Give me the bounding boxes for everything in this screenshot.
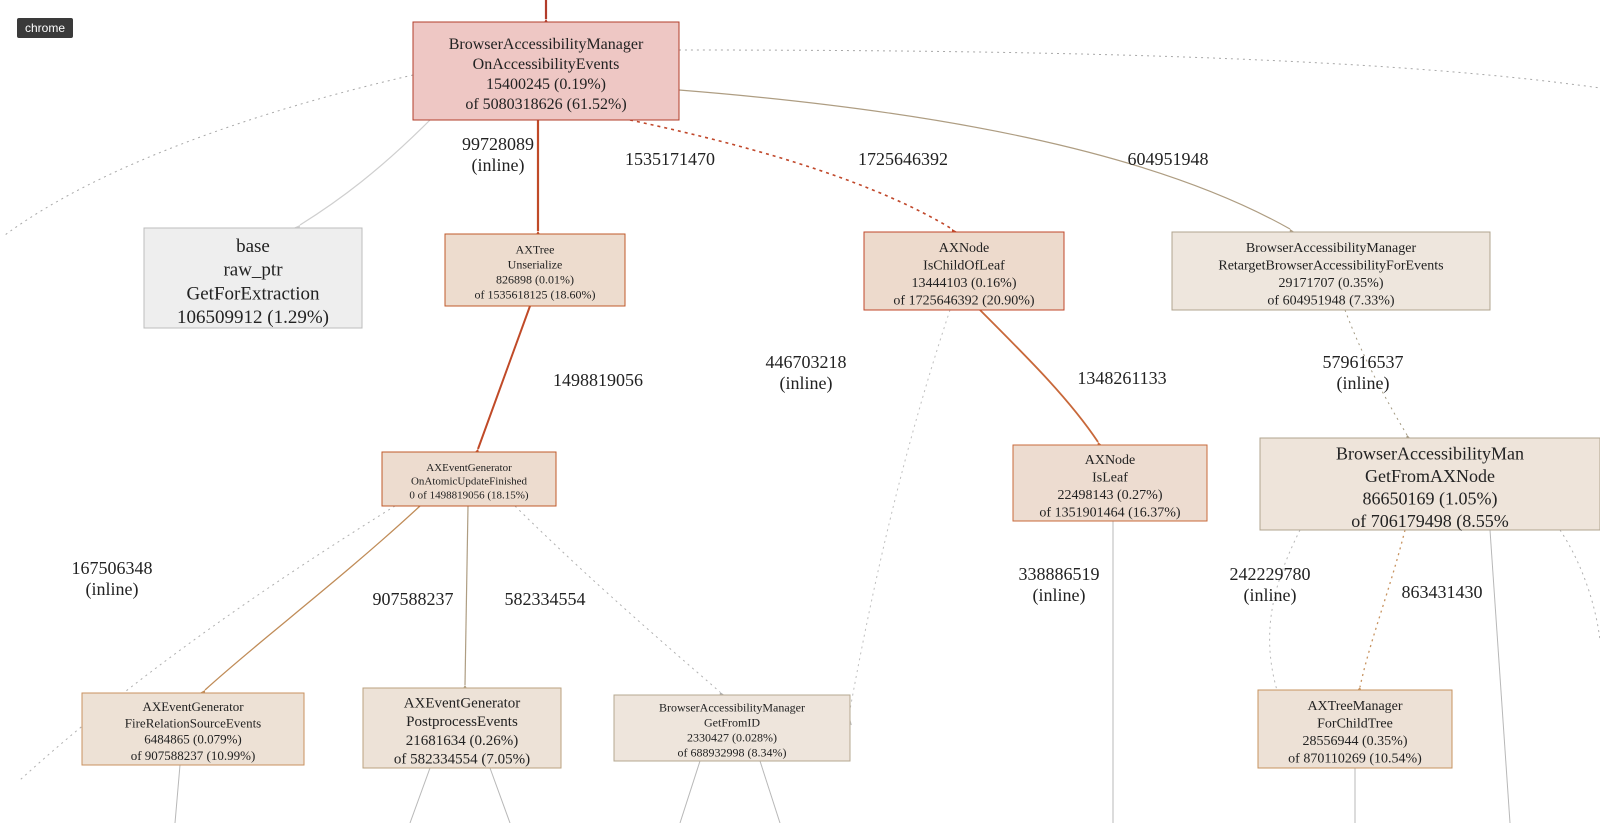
edge-e_root_ischild: [630, 120, 952, 229]
edge-e_postproc_down2: [490, 768, 510, 823]
node-text: FireRelationSourceEvents: [125, 715, 261, 730]
node-text: 106509912 (1.29%): [177, 307, 329, 328]
edge-e_top_dotted_right: [679, 50, 1600, 88]
node-text: of 1535618125 (18.60%): [475, 288, 596, 302]
edge-label: 242229780: [1230, 564, 1311, 584]
node-text: of 706179498 (8.55%: [1351, 511, 1508, 532]
node-getfromid[interactable]: BrowserAccessibilityManagerGetFromID2330…: [614, 695, 850, 761]
node-getfromaxnode[interactable]: BrowserAccessibilityMan GetFromAXNode8665…: [1260, 438, 1600, 532]
edge-label: 99728089: [462, 134, 534, 154]
edge-label: 446703218: [766, 352, 847, 372]
edge-label: (inline): [1033, 585, 1086, 606]
edge-e_ischild_getfromid: [849, 310, 950, 715]
node-text: base: [236, 236, 270, 257]
edge-label: 1498819056: [553, 370, 643, 390]
edge-label: 1535171470: [625, 149, 715, 169]
node-onatomic[interactable]: AXEventGenerator OnAtomicUpdateFinished0 …: [382, 452, 556, 506]
node-text: AXNode: [1085, 453, 1136, 468]
node-text: of 870110269 (10.54%): [1288, 751, 1422, 766]
node-isleaf[interactable]: AXNode IsLeaf 22498143 (0.27%) of 135190146…: [1013, 445, 1207, 521]
edge-label: 863431430: [1402, 582, 1483, 602]
node-text: IsLeaf: [1092, 470, 1128, 485]
node-text: of 582334554 (7.05%): [394, 752, 530, 768]
node-text: 21681634 (0.26%): [406, 733, 519, 749]
edge-label: 1725646392: [858, 149, 948, 169]
node-text: 2330427 (0.028%): [687, 731, 777, 745]
node-text: of 1351901464 (16.37%): [1039, 505, 1180, 520]
edge-label: (inline): [1337, 373, 1390, 394]
nodes-layer: BrowserAccessibilityManager OnAccessibili…: [82, 22, 1600, 768]
node-text: Unserialize: [508, 258, 563, 272]
edge-e_top_dotted_left: [5, 75, 413, 235]
node-text: PostprocessEvents: [406, 714, 518, 730]
edge-e_onatomic_postproc: [465, 506, 468, 685]
node-text: 13444103 (0.16%): [912, 276, 1017, 291]
edge-label: (inline): [1244, 585, 1297, 606]
node-text: 0 of 1498819056 (18.15%): [409, 489, 528, 501]
node-text: 29171707 (0.35%): [1279, 276, 1384, 291]
node-text: RetargetBrowserAccessibilityForEvents: [1218, 258, 1443, 273]
edge-e_getfromid_down1: [680, 761, 700, 823]
edge-label: 167506348: [72, 558, 153, 578]
edge-e_firerel_down: [175, 765, 180, 823]
edge-label: (inline): [472, 155, 525, 176]
edge-e_getfromax_right_dotted: [1560, 530, 1600, 640]
node-text: GetForExtraction: [187, 283, 320, 304]
node-firerel[interactable]: AXEventGeneratorFireRelationSourceEvents…: [82, 693, 304, 765]
node-text: of 604951948 (7.33%): [1267, 293, 1394, 308]
callgraph-svg: 99728089(inline)153517147017256463926049…: [0, 0, 1600, 823]
node-axtree[interactable]: AXTreeUnserialize826898 (0.01%)of 153561…: [445, 234, 625, 306]
node-text: ForChildTree: [1317, 716, 1393, 731]
edge-e_getfromid_down2: [760, 761, 780, 823]
edge-label: 604951948: [1128, 149, 1209, 169]
edge-label: (inline): [780, 373, 833, 394]
node-text: AXEventGenerator: [142, 699, 244, 714]
edge-e_getfromax_down1: [1270, 530, 1300, 700]
node-postproc[interactable]: AXEventGenerator PostprocessEvents 2168163…: [363, 688, 561, 768]
node-text: 826898 (0.01%): [496, 273, 574, 287]
edge-e_root_rawptr: [300, 120, 430, 225]
node-text: AXNode: [939, 241, 990, 256]
node-text: 28556944 (0.35%): [1303, 734, 1408, 749]
node-text: AXEventGenerator: [426, 462, 512, 474]
node-forchildtree[interactable]: AXTreeManager ForChildTree 28556944 (0.35%…: [1258, 690, 1452, 768]
node-text: GetFromID: [704, 716, 760, 730]
node-text: of 907588237 (10.99%): [131, 748, 256, 763]
edge-label: 579616537: [1323, 352, 1404, 372]
node-text: of 688932998 (8.34%): [678, 746, 787, 760]
node-text: BrowserAccessibilityManager: [449, 36, 644, 53]
edge-label: 1348261133: [1077, 368, 1166, 388]
node-text: AXTree: [516, 243, 555, 257]
node-text: of 1725646392 (20.90%): [893, 293, 1034, 308]
node-text: of 5080318626 (61.52%): [465, 96, 626, 113]
node-text: 15400245 (0.19%): [486, 76, 606, 93]
node-text: 22498143 (0.27%): [1058, 488, 1163, 503]
edge-e_axtree_onatomic: [478, 306, 530, 449]
node-text: OnAtomicUpdateFinished: [411, 476, 528, 488]
edge-e_postproc_down1: [410, 768, 430, 823]
edge-label: (inline): [86, 579, 139, 600]
node-text: 6484865 (0.079%): [144, 732, 242, 747]
node-text: AXEventGenerator: [404, 695, 521, 711]
node-text: BrowserAccessibilityManager: [659, 701, 805, 715]
node-text: raw_ptr: [223, 260, 283, 281]
node-text: BrowserAccessibilityManager: [1246, 241, 1417, 256]
edge-e_getfromax_down_right: [1490, 530, 1510, 823]
node-raw_ptr[interactable]: base raw_ptrGetForExtraction 106509912 (1.…: [144, 228, 362, 328]
node-text: BrowserAccessibilityMan: [1336, 443, 1524, 463]
node-text: OnAccessibilityEvents: [473, 56, 620, 73]
node-text: GetFromAXNode: [1365, 466, 1495, 486]
node-root[interactable]: BrowserAccessibilityManager OnAccessibili…: [413, 22, 679, 120]
node-text: 86650169 (1.05%): [1363, 488, 1498, 509]
edge-label: 907588237: [373, 589, 454, 609]
node-retarget[interactable]: BrowserAccessibilityManager RetargetBrows…: [1172, 232, 1490, 310]
node-text: AXTreeManager: [1307, 699, 1402, 714]
node-ischildofleaf[interactable]: AXNode IsChildOfLeaf 13444103 (0.16%) of 17…: [864, 232, 1064, 310]
edge-e_getfromax_forchild: [1360, 530, 1405, 687]
edge-label: 338886519: [1019, 564, 1100, 584]
node-text: IsChildOfLeaf: [923, 258, 1005, 273]
edge-label: 582334554: [505, 589, 586, 609]
